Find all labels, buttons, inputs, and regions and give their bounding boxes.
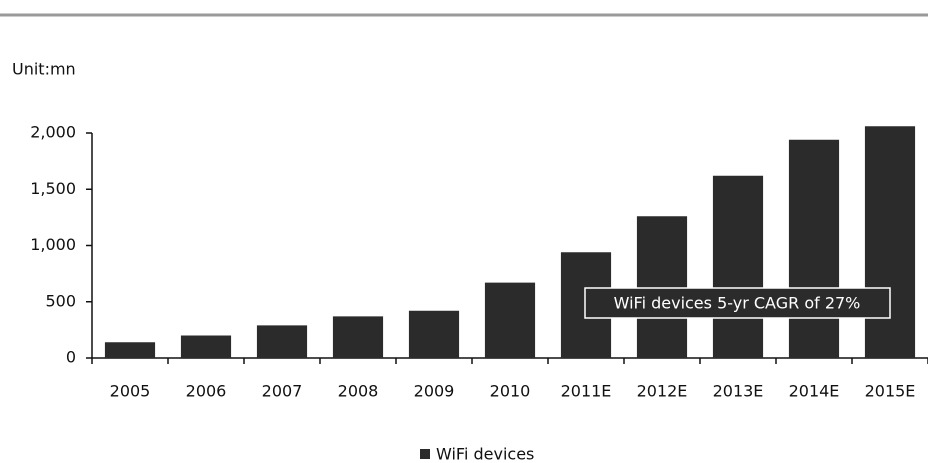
x-tick-label: 2008 <box>338 382 379 401</box>
bar <box>864 126 916 358</box>
bar <box>788 139 840 358</box>
x-tick-label: 2011E <box>561 382 612 401</box>
y-tick-label: 2,000 <box>30 123 76 142</box>
y-tick-label: 1,500 <box>30 179 76 198</box>
bar <box>636 216 688 358</box>
x-tick-label: 2007 <box>262 382 303 401</box>
x-tick-label: 2012E <box>637 382 688 401</box>
annotation-box <box>584 287 891 319</box>
x-tick-label: 2015E <box>865 382 916 401</box>
legend-swatch <box>420 449 430 459</box>
x-tick-label: 2013E <box>713 382 764 401</box>
y-tick-label: 500 <box>45 291 76 310</box>
annotation: WiFi devices 5-yr CAGR of 27% <box>614 294 861 313</box>
bar <box>484 282 536 358</box>
bar <box>104 342 156 358</box>
x-tick-label: 2010 <box>490 382 531 401</box>
x-tick-label: 2014E <box>789 382 840 401</box>
bar <box>408 310 460 358</box>
unit-label: Unit:mn <box>12 60 76 79</box>
x-tick-label: 2006 <box>186 382 227 401</box>
x-tick-label: 2005 <box>110 382 151 401</box>
y-tick-label: 1,000 <box>30 235 76 254</box>
bar <box>256 325 308 358</box>
bar <box>180 335 232 358</box>
bar <box>332 316 384 358</box>
bar <box>712 175 764 358</box>
y-tick-label: 0 <box>66 348 76 367</box>
x-tick-label: 2009 <box>414 382 455 401</box>
legend-label: WiFi devices <box>436 445 534 463</box>
